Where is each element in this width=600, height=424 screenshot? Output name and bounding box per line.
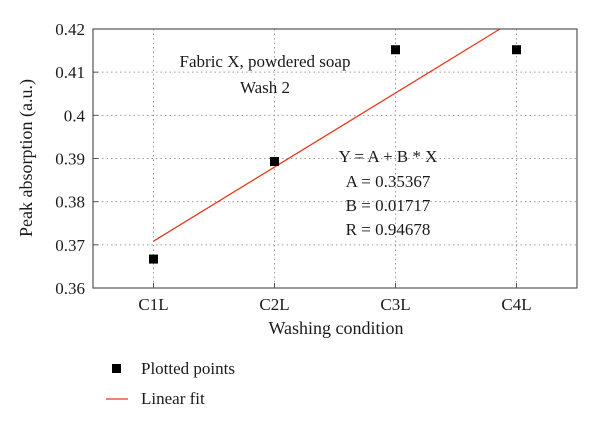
y-tick-label: 0.39 <box>55 150 85 169</box>
y-tick-label: 0.4 <box>64 106 86 125</box>
data-point <box>512 45 521 55</box>
legend: Plotted points Linear fit <box>106 359 235 408</box>
x-tick-labels: C1L C2L C3L C4L <box>138 295 531 314</box>
data-point <box>270 157 279 167</box>
fit-param-b: B = 0.01717 <box>346 196 431 215</box>
fit-line <box>153 28 501 242</box>
annotation-title-line-2: Wash 2 <box>240 78 290 97</box>
y-tick-label: 0.37 <box>55 236 85 255</box>
x-axis-title: Washing condition <box>268 318 403 338</box>
y-tick-labels: 0.36 0.37 0.38 0.39 0.4 0.41 0.42 <box>55 20 85 298</box>
x-tick-label: C1L <box>138 295 168 314</box>
x-tick-label: C3L <box>380 295 410 314</box>
y-tick-label: 0.36 <box>55 279 85 298</box>
data-point <box>391 45 400 55</box>
fit-equation: Y = A + B * X <box>339 147 438 166</box>
legend-label-points: Plotted points <box>141 359 235 378</box>
data-point <box>149 254 158 264</box>
y-tick-label: 0.38 <box>55 193 85 212</box>
x-tick-label: C2L <box>259 295 289 314</box>
fit-line-layer <box>153 28 501 242</box>
y-tick-label: 0.41 <box>55 63 85 82</box>
legend-marker-points <box>112 364 121 373</box>
y-axis-title: Peak absorption (a.u.) <box>16 79 37 237</box>
annotation-title-line-1: Fabric X, powdered soap <box>180 52 351 71</box>
legend-label-fit: Linear fit <box>141 389 205 408</box>
plot-frame <box>92 28 578 289</box>
fit-param-a: A = 0.35367 <box>346 172 431 191</box>
fit-param-r: R = 0.94678 <box>346 220 431 239</box>
x-tick-label: C4L <box>501 295 531 314</box>
y-tick-label: 0.42 <box>55 20 85 39</box>
points-layer <box>149 45 521 264</box>
